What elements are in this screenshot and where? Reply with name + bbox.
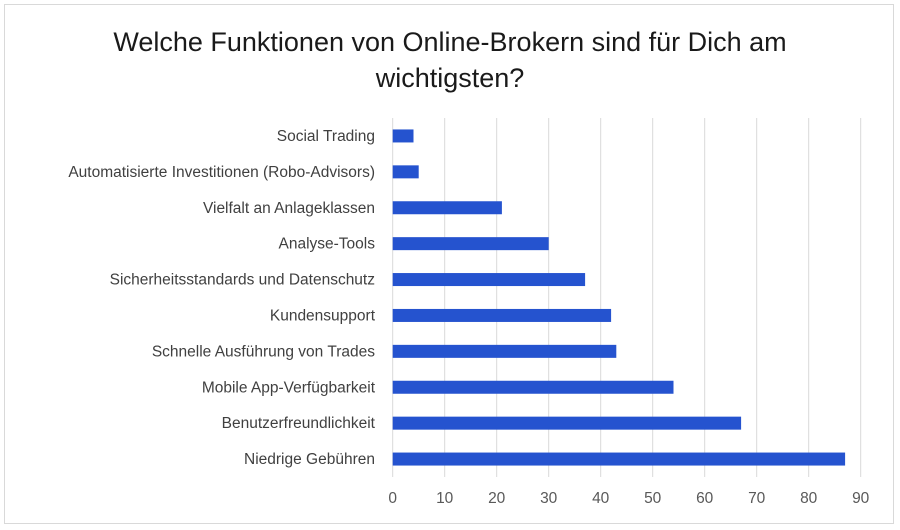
x-tick-label: 60 — [696, 490, 714, 507]
category-label: Schnelle Ausführung von Trades — [152, 343, 375, 360]
category-label: Vielfalt an Anlageklassen — [203, 200, 375, 217]
category-label: Niedrige Gebühren — [244, 451, 375, 468]
bar — [392, 165, 419, 179]
x-tick-label: 30 — [540, 490, 558, 507]
bar — [392, 308, 612, 322]
bar — [392, 237, 549, 251]
category-label: Benutzerfreundlichkeit — [222, 415, 376, 432]
category-label: Analyse-Tools — [279, 236, 376, 253]
category-label: Social Trading — [277, 128, 375, 145]
x-tick-label: 70 — [748, 490, 766, 507]
x-tick-label: 20 — [488, 490, 506, 507]
category-label: Automatisierte Investitionen (Robo-Advis… — [68, 164, 375, 181]
x-tick-label: 10 — [436, 490, 454, 507]
category-label: Sicherheitsstandards und Datenschutz — [110, 272, 375, 289]
x-tick-label: 50 — [644, 490, 662, 507]
bar — [392, 201, 502, 215]
x-tick-label: 0 — [388, 490, 397, 507]
chart-frame — [4, 4, 894, 524]
chart-title: Welche Funktionen von Online-Brokern sin… — [113, 27, 787, 93]
bar — [392, 416, 742, 430]
bar — [392, 344, 617, 358]
x-tick-label: 40 — [592, 490, 610, 507]
x-tick-label: 90 — [852, 490, 870, 507]
bar — [392, 273, 586, 287]
bar — [392, 129, 414, 143]
bar — [392, 452, 846, 466]
category-label: Kundensupport — [270, 307, 376, 324]
category-label: Mobile App-Verfügbarkeit — [202, 379, 376, 396]
x-tick-label: 80 — [800, 490, 818, 507]
bar — [392, 380, 674, 394]
